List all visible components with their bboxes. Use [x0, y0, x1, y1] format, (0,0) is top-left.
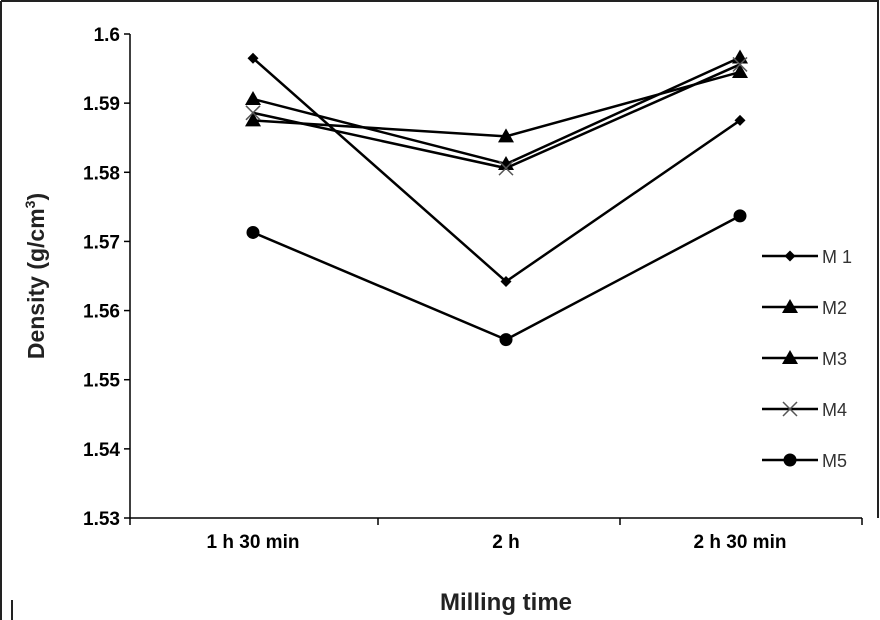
y-axis-ticks: 1.53 1.54 1.55 1.56 1.57 1.58 1.59 1.6 — [83, 25, 130, 530]
series-4-point-3 — [732, 56, 748, 72]
y-tick-label-2: 1.55 — [83, 371, 120, 392]
legend: M 1 M2 M3 M4 M5 — [762, 247, 852, 471]
y-axis-title-superscript: 3 — [22, 200, 38, 208]
series-1-point-3 — [734, 114, 746, 126]
legend-item-2: M2 — [762, 298, 847, 318]
y-tick-label-3: 1.56 — [83, 302, 120, 323]
series-3-point-1 — [245, 90, 261, 105]
series-1-point-2 — [500, 276, 512, 288]
series-1-point-1 — [247, 52, 259, 64]
series-4 — [245, 56, 748, 176]
y-tick-label-5: 1.58 — [83, 163, 120, 184]
legend-item-1: M 1 — [762, 247, 852, 267]
series-layer — [245, 49, 748, 347]
legend-label-5: M5 — [822, 451, 847, 471]
legend-swatch-marker-5 — [783, 453, 797, 467]
y-tick-label-4: 1.57 — [83, 232, 120, 253]
y-tick-label-7: 1.6 — [94, 25, 120, 46]
y-axis-title-suffix: ) — [23, 193, 49, 201]
series-4-point-2-stroke-b — [498, 160, 514, 176]
x-tick-label-1: 2 h — [492, 532, 519, 553]
legend-swatch-marker-2 — [782, 299, 798, 313]
series-2-point-2 — [498, 128, 514, 143]
x-tick-label-0: 1 h 30 min — [207, 532, 300, 553]
legend-swatch-marker-1 — [784, 250, 796, 262]
series-4-point-3-stroke-b — [732, 56, 748, 72]
legend-item-3: M3 — [762, 349, 847, 369]
legend-swatch-marker-3 — [782, 350, 798, 364]
x-axis-title: Milling time — [440, 589, 572, 616]
y-axis-title: Density (g/cm3) — [22, 193, 49, 359]
y-tick-label-1: 1.54 — [83, 440, 120, 461]
y-tick-label-0: 1.53 — [83, 509, 120, 530]
legend-label-3: M3 — [822, 349, 847, 369]
y-axis-title-main: Density (g/cm — [23, 208, 49, 359]
legend-label-4: M4 — [822, 400, 847, 420]
series-5-point-3 — [733, 209, 747, 223]
legend-label-2: M2 — [822, 298, 847, 318]
legend-swatch-marker-4 — [782, 401, 798, 417]
series-2-point-3 — [732, 64, 748, 79]
series-4-point-1-stroke-b — [245, 105, 261, 121]
legend-swatch-marker-4-stroke-b — [782, 401, 798, 417]
y-tick-label-6: 1.59 — [83, 94, 120, 115]
series-4-point-2 — [498, 160, 514, 176]
series-5-point-2 — [499, 333, 513, 347]
series-5-point-1 — [246, 225, 260, 239]
legend-item-4: M4 — [762, 400, 847, 420]
x-axis-ticks: 1 h 30 min 2 h 2 h 30 min — [129, 518, 863, 553]
x-tick-label-2: 2 h 30 min — [694, 532, 787, 553]
legend-item-5: M5 — [762, 451, 847, 471]
legend-label-1: M 1 — [822, 247, 852, 267]
series-2-point-1 — [245, 112, 261, 127]
series-4-point-1 — [245, 105, 261, 121]
series-5 — [246, 209, 747, 347]
series-1 — [247, 52, 746, 288]
